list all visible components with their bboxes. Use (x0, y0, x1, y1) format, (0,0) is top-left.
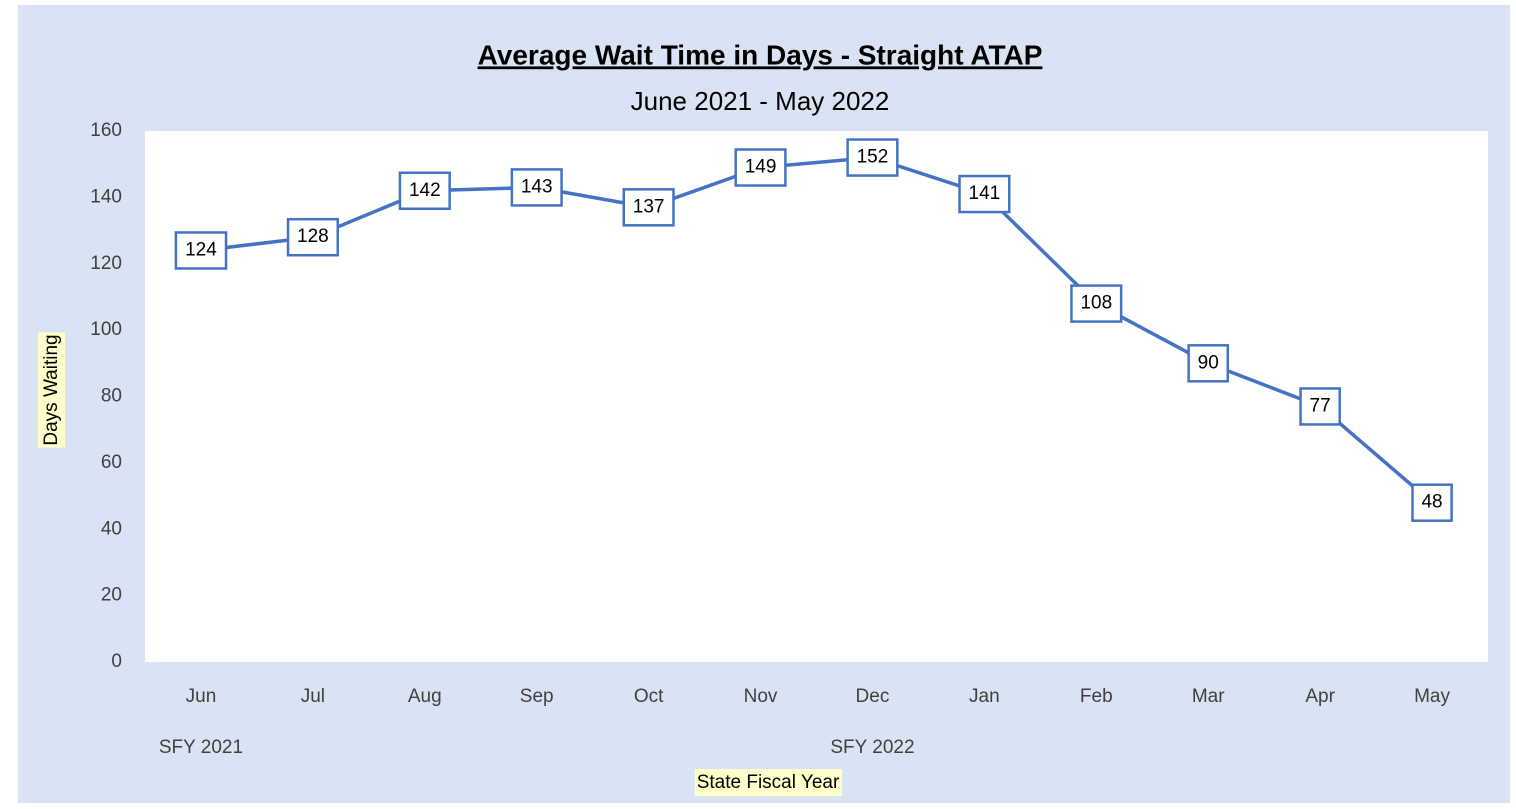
x-tick-label: Jul (301, 686, 325, 707)
data-label-box (1187, 344, 1230, 383)
y-tick-label: 20 (101, 585, 122, 606)
y-tick-label: 0 (111, 651, 122, 672)
data-label-box (174, 231, 228, 270)
y-tick-label: 140 (90, 186, 122, 207)
data-label: 137 (633, 196, 665, 217)
data-label-box (622, 188, 675, 227)
y-tick-label: 80 (101, 386, 122, 407)
data-label-box (958, 174, 1011, 214)
x-group-label: SFY 2022 (830, 737, 914, 758)
data-label: 142 (409, 180, 441, 201)
chart-subtitle: June 2021 - May 2022 (631, 86, 890, 116)
data-label: 108 (1080, 293, 1112, 314)
data-label: 128 (297, 226, 329, 247)
x-tick-label: Jan (969, 686, 1000, 707)
y-axis-label: Days Waiting (41, 334, 62, 445)
y-tick-label: 160 (90, 120, 122, 141)
data-label: 141 (969, 183, 1001, 204)
data-label-box (1070, 284, 1123, 323)
data-label-box (398, 171, 451, 210)
x-tick-label: Jun (186, 686, 217, 707)
x-tick-label: Nov (744, 686, 778, 707)
x-tick-label: Mar (1192, 686, 1225, 707)
data-label: 48 (1421, 492, 1442, 513)
x-tick-label: Feb (1080, 686, 1113, 707)
data-label-box (846, 138, 899, 177)
x-tick-label: Apr (1305, 686, 1335, 707)
plot-area (145, 131, 1488, 662)
data-label: 143 (521, 176, 553, 197)
x-tick-label: May (1414, 686, 1450, 707)
label-highlight (694, 769, 842, 797)
data-label-box (734, 148, 787, 187)
chart-title: Average Wait Time in Days - Straight ATA… (478, 39, 1043, 70)
label-highlight (38, 332, 66, 448)
data-label: 149 (745, 157, 777, 178)
data-label-box (510, 168, 563, 207)
data-label: 124 (185, 239, 217, 260)
data-label: 77 (1310, 395, 1331, 416)
y-tick-label: 60 (101, 452, 122, 473)
data-label: 152 (857, 147, 889, 168)
x-axis-label: State Fiscal Year (697, 772, 840, 793)
x-tick-label: Oct (634, 686, 664, 707)
x-tick-label: Sep (520, 686, 554, 707)
x-tick-label: Aug (408, 686, 442, 707)
x-group-label: SFY 2021 (159, 737, 243, 758)
y-tick-label: 120 (90, 253, 122, 274)
y-tick-label: 40 (101, 518, 122, 539)
y-tick-label: 100 (90, 319, 122, 340)
data-label-box (1299, 387, 1341, 426)
data-label-box (1411, 483, 1453, 522)
data-label: 90 (1198, 352, 1219, 373)
x-tick-label: Dec (856, 686, 890, 707)
data-label-box (286, 217, 339, 257)
